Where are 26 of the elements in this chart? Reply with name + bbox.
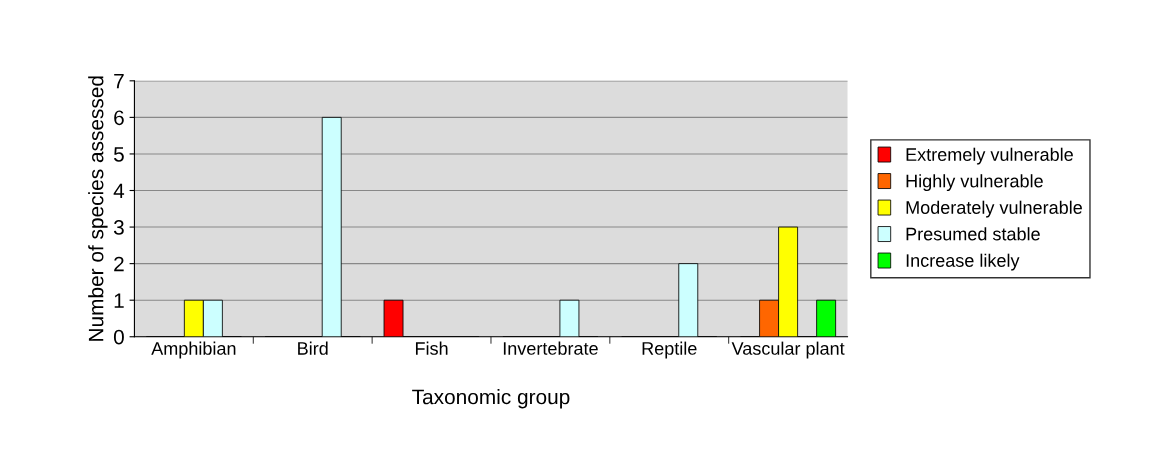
x-tick-label: Fish: [415, 341, 448, 355]
x-tick-label: Vascular plant: [731, 341, 845, 359]
bar: [678, 263, 699, 337]
y-tick-label: 7: [114, 74, 124, 89]
bar: [321, 116, 342, 337]
legend-label: Presumed stable: [906, 227, 1040, 241]
legend-label: Moderately vulnerable: [906, 200, 1082, 218]
y-axis-title: Number of species assessed: [88, 76, 108, 341]
y-tick-label: 2: [114, 256, 124, 272]
y-tick-label: 4: [113, 183, 125, 199]
y-tick-label: 0: [113, 329, 124, 345]
bar: [816, 299, 837, 337]
y-tick-label: 1: [114, 293, 124, 308]
y-tick-label: 6: [114, 110, 124, 126]
x-axis-title: Taxonomic group: [412, 389, 570, 409]
x-tick-label: Bird: [298, 341, 328, 355]
y-tick-label: 5: [113, 147, 124, 162]
x-tick-label: Invertebrate: [503, 341, 598, 355]
bar: [383, 299, 404, 337]
x-tick-label: Amphibian: [151, 341, 236, 359]
bar: [559, 299, 580, 337]
y-tick-label: 3: [113, 220, 124, 235]
legend-label: Highly vulnerable: [906, 174, 1043, 192]
x-tick-label: Reptile: [642, 341, 697, 359]
legend-label: Increase likely: [906, 253, 1020, 271]
legend-label: Extremely vulnerable: [906, 147, 1073, 165]
